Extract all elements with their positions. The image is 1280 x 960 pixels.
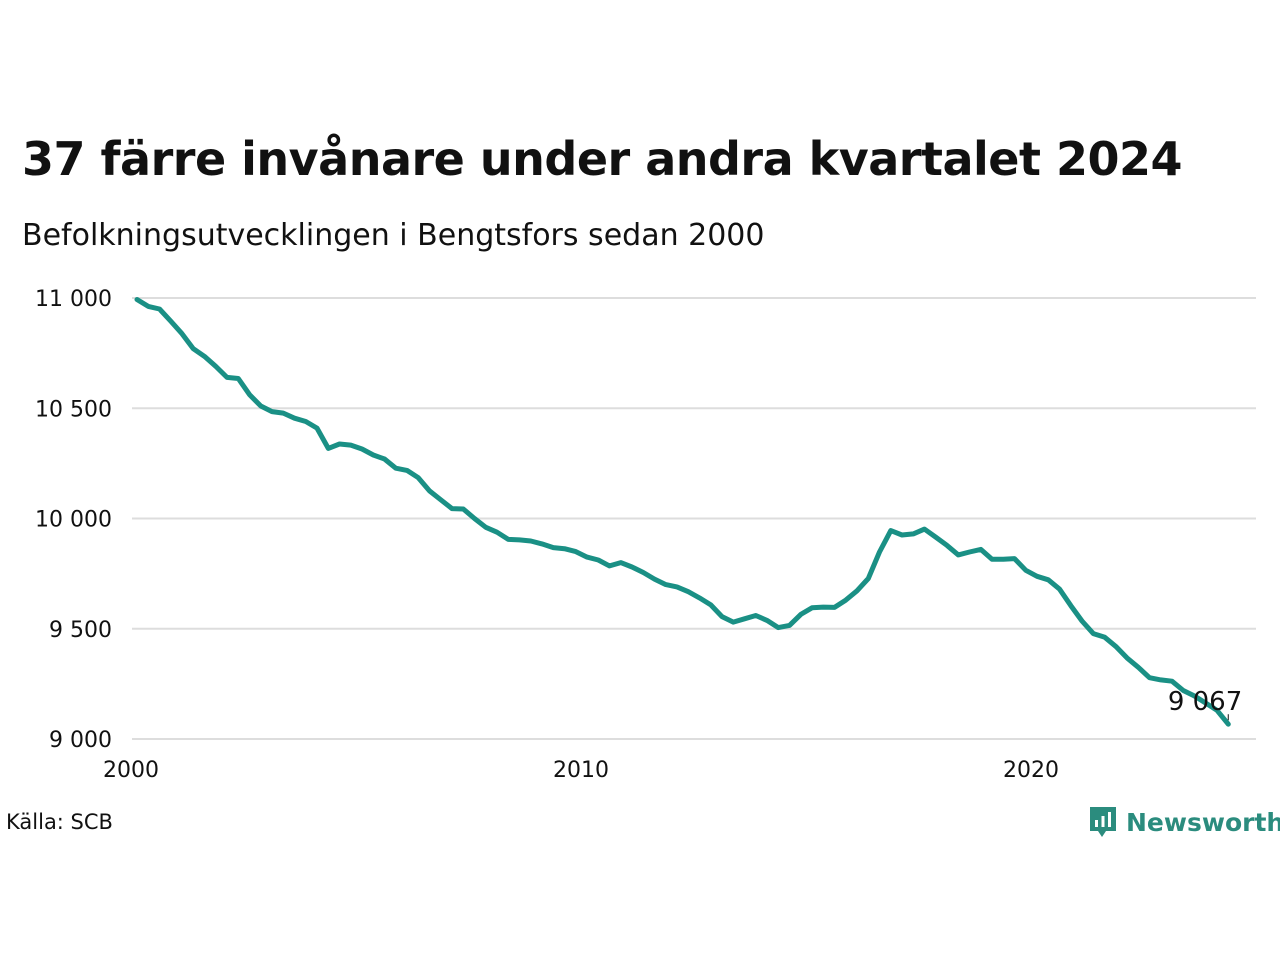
- bar-chart-icon: [1090, 807, 1116, 837]
- newsworthy-logo: Newsworthy: [1088, 804, 1280, 840]
- x-tick-label: 2000: [103, 758, 159, 783]
- brand-name: Newsworthy: [1126, 807, 1280, 837]
- source-note: Källa: SCB: [6, 810, 113, 834]
- end-annotation: 9 067: [1168, 687, 1242, 721]
- y-tick-label: 9 500: [49, 618, 112, 643]
- chart-title: 37 färre invånare under andra kvartalet …: [22, 132, 1183, 186]
- end-value-label: 9 067: [1168, 687, 1242, 717]
- y-tick-label: 10 500: [35, 397, 112, 422]
- y-axis-tick-labels: 9 000 9 500 10 000 10 500 11 000: [35, 287, 112, 753]
- gridlines: [132, 297, 1256, 740]
- x-tick-label: 2010: [553, 758, 609, 783]
- x-tick-label: 2020: [1003, 758, 1059, 783]
- x-axis-tick-labels: 2000 2010 2020: [103, 758, 1059, 783]
- chart-subtitle: Befolkningsutvecklingen i Bengtsfors sed…: [22, 218, 765, 253]
- series-group: [134, 297, 1231, 727]
- y-tick-label: 9 000: [49, 728, 112, 753]
- y-tick-label: 10 000: [35, 508, 112, 533]
- y-tick-label: 11 000: [35, 287, 112, 312]
- series-line: [134, 297, 1231, 727]
